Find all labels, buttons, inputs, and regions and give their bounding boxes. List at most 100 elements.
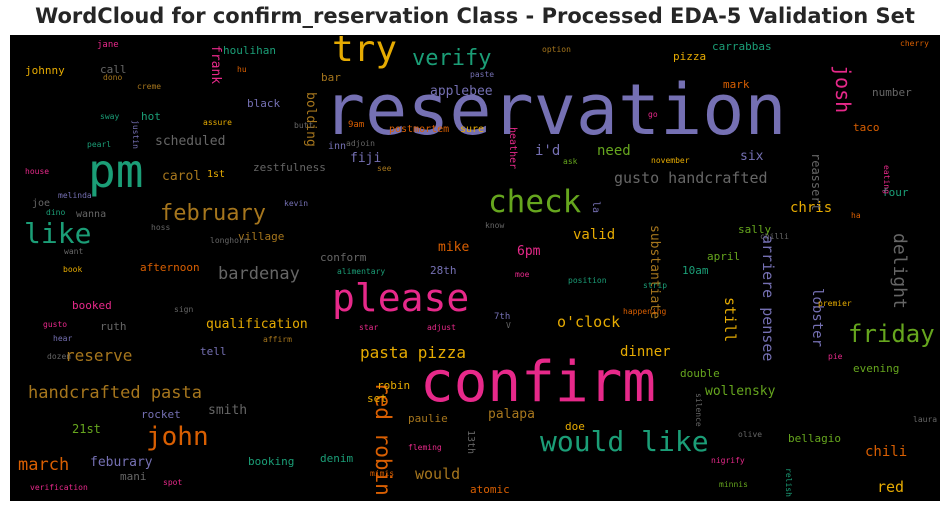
word-dozen: dozen — [47, 352, 72, 361]
word-ha: ha — [851, 211, 861, 220]
word-feburary: feburary — [90, 455, 153, 470]
word-mimis: mimis — [370, 469, 395, 478]
word-happening: happening — [623, 307, 667, 316]
word-carrabbas: carrabbas — [712, 40, 772, 53]
word-6pm: 6pm — [517, 244, 541, 259]
word-qualification: qualification — [206, 317, 308, 332]
word-la: la — [590, 201, 601, 214]
word-pie: pie — [828, 352, 843, 361]
word-february: february — [160, 201, 266, 226]
word-laura: laura — [913, 415, 938, 424]
word-tell: tell — [200, 345, 227, 358]
word-paulie: paulie — [408, 412, 448, 425]
word-verification: verification — [30, 483, 88, 492]
word-bolding: bolding — [303, 92, 318, 147]
word-mike: mike — [438, 240, 470, 255]
word-black: black — [247, 97, 281, 110]
word-johnny: johnny — [25, 64, 65, 77]
word-alimentary: alimentary — [337, 267, 386, 276]
word-friday: friday — [848, 320, 935, 348]
word-strip: strip — [643, 281, 668, 290]
word-sally: sally — [738, 223, 772, 236]
word-joe: joe — [32, 198, 51, 209]
word-relish: relish — [784, 468, 793, 497]
word-book: book — [63, 265, 83, 274]
word-reserve: reserve — [65, 346, 133, 365]
word-palapa: palapa — [488, 407, 535, 422]
word-7th: 7th — [494, 312, 511, 322]
word-ruth: ruth — [100, 320, 127, 333]
word-pearl: pearl — [87, 140, 112, 149]
word-november: november — [651, 156, 690, 165]
word-wanna: wanna — [76, 209, 107, 220]
word-10am: 10am — [682, 264, 709, 277]
word-adjoin: adjoin — [346, 139, 375, 148]
word-mani: mani — [120, 470, 147, 483]
word-house: house — [25, 167, 50, 176]
word-wollensky: wollensky — [705, 384, 776, 399]
word-double: double — [680, 367, 720, 380]
word-pm: pm — [88, 144, 144, 198]
word-21st: 21st — [72, 422, 101, 436]
word-hu: hu — [237, 65, 247, 74]
word-hot: hot — [141, 110, 161, 123]
word-kevin: kevin — [284, 199, 309, 208]
word-sway: sway — [100, 112, 120, 121]
word-denim: denim — [320, 452, 354, 465]
word-march: march — [18, 455, 70, 475]
word-adjust: adjust — [427, 323, 456, 332]
word-paste: paste — [470, 70, 495, 79]
word-justin: justin — [131, 120, 140, 149]
word-bellagio: bellagio — [788, 432, 841, 445]
word-afternoon: afternoon — [140, 261, 200, 274]
word-john: john — [146, 422, 209, 452]
word-four: four — [882, 186, 909, 199]
word-smith: smith — [208, 403, 248, 418]
word-substantiate: substantiate — [647, 225, 662, 319]
word-scheduled: scheduled — [155, 134, 226, 149]
word-butt: butt — [294, 121, 314, 130]
word-assure: assure — [203, 118, 232, 127]
word-star: star — [359, 323, 379, 332]
word-nigrify: nigrify — [711, 456, 745, 465]
word-would-like: would like — [540, 425, 709, 458]
word-call: call — [100, 63, 127, 76]
word-longhorn: longhorn — [210, 236, 249, 245]
word-melinda: melinda — [58, 191, 92, 200]
word-chilli: chilli — [760, 232, 789, 241]
word-april: april — [707, 250, 741, 263]
word-minnis: minnis — [719, 480, 748, 489]
word-v: V — [506, 321, 511, 330]
word-postmortem: postmortem — [389, 124, 450, 135]
word-please: please — [332, 276, 470, 320]
word-pasta-pizza: pasta pizza — [360, 343, 466, 362]
word-fiji: fiji — [350, 151, 382, 166]
word-lobster: lobster — [809, 288, 825, 348]
word-rocket: rocket — [141, 408, 181, 421]
word-bar: bar — [321, 71, 341, 84]
word-sign: sign — [174, 305, 194, 314]
word-zestfulness: zestfulness — [253, 161, 326, 174]
word-delight: delight — [889, 233, 910, 309]
word-ask: ask — [563, 157, 578, 166]
word-hear: hear — [53, 334, 73, 343]
word-28th: 28th — [430, 264, 457, 277]
word-set: set — [367, 392, 387, 405]
word-arriere-pensee: arriere pensee — [759, 235, 777, 362]
word-reservation: reservation — [323, 69, 787, 151]
word-doe: doe — [565, 420, 585, 433]
word-evening: evening — [853, 362, 900, 375]
word-silence: silence — [694, 393, 703, 427]
word-six: six — [740, 149, 764, 164]
word-robin: robin — [377, 379, 411, 392]
word-know: know — [485, 221, 505, 230]
word-try: try — [332, 35, 398, 70]
word-booked: booked — [72, 299, 112, 312]
word-atomic: atomic — [470, 483, 510, 496]
word-conform: conform — [320, 251, 367, 264]
word-pizza: pizza — [673, 50, 707, 63]
word-spot: spot — [163, 478, 183, 487]
word-affirm: affirm — [263, 335, 292, 344]
word-dino: dino — [46, 208, 66, 217]
word-handcrafted-pasta: handcrafted pasta — [28, 383, 202, 403]
